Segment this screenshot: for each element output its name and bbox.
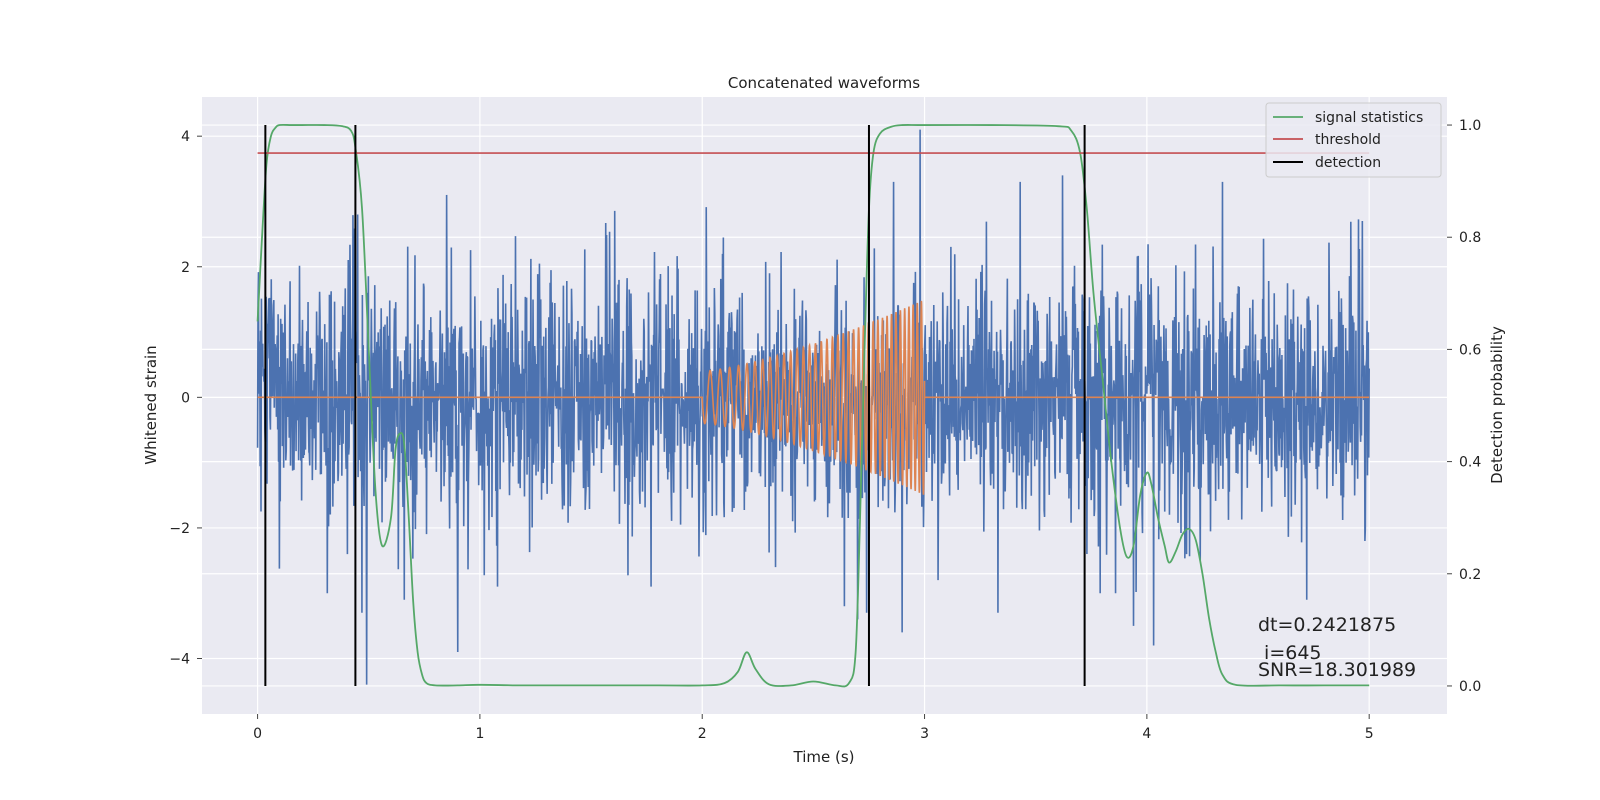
y-left-tick-label: −2 bbox=[169, 521, 190, 537]
x-tick-label: 4 bbox=[1142, 726, 1151, 742]
y-axis-left-label: Whitened strain bbox=[142, 345, 160, 464]
y-right-tick-label: 1.0 bbox=[1459, 118, 1481, 134]
y-right-tick-label: 0.2 bbox=[1459, 567, 1481, 583]
axes: 0 1 2 3 4 5 −4 −2 0 2 4 0.0 0.2 0.4 0.6 0.8 1.0 bbox=[169, 118, 1481, 742]
signal-statistics-series bbox=[256, 123, 1370, 688]
y-left-tick-label: 0 bbox=[181, 390, 190, 406]
y-right-tick-label: 0.6 bbox=[1459, 342, 1481, 358]
annotation-dt: dt=0.2421875 bbox=[1258, 614, 1396, 636]
legend-label-detection: detection bbox=[1315, 155, 1381, 171]
legend-label-signal-statistics: signal statistics bbox=[1315, 110, 1423, 126]
y-right-tick-label: 0.0 bbox=[1459, 679, 1481, 695]
y-right-tick-label: 0.8 bbox=[1459, 230, 1481, 246]
annotation: dt=0.2421875 i=645 SNR=18.301989 bbox=[1258, 614, 1416, 681]
x-tick-label: 5 bbox=[1365, 726, 1374, 742]
legend-box bbox=[1265, 102, 1442, 178]
x-axis-label: Time (s) bbox=[793, 748, 855, 766]
injection-series bbox=[257, 300, 1370, 495]
legend-label-threshold: threshold bbox=[1315, 132, 1381, 148]
detection-series bbox=[264, 125, 1086, 686]
x-tick-label: 3 bbox=[920, 726, 929, 742]
chart-title: Concatenated waveforms bbox=[728, 74, 920, 92]
y-left-tick-label: −4 bbox=[169, 652, 190, 668]
y-left-tick-label: 4 bbox=[181, 129, 190, 145]
y-right-tick-label: 0.4 bbox=[1459, 455, 1481, 471]
y-left-tick-label: 2 bbox=[181, 260, 190, 276]
legend: signal statistics threshold detection bbox=[1265, 102, 1442, 178]
x-tick-label: 2 bbox=[698, 726, 707, 742]
x-tick-label: 1 bbox=[475, 726, 484, 742]
y-axis-right-label: Detection probability bbox=[1488, 326, 1506, 484]
injection-line bbox=[257, 300, 1370, 495]
annotation-index: i=645 bbox=[1258, 642, 1322, 664]
annotation-snr: SNR=18.301989 bbox=[1258, 659, 1416, 681]
signal-statistics-line bbox=[256, 123, 1370, 688]
x-tick-label: 0 bbox=[253, 726, 262, 742]
